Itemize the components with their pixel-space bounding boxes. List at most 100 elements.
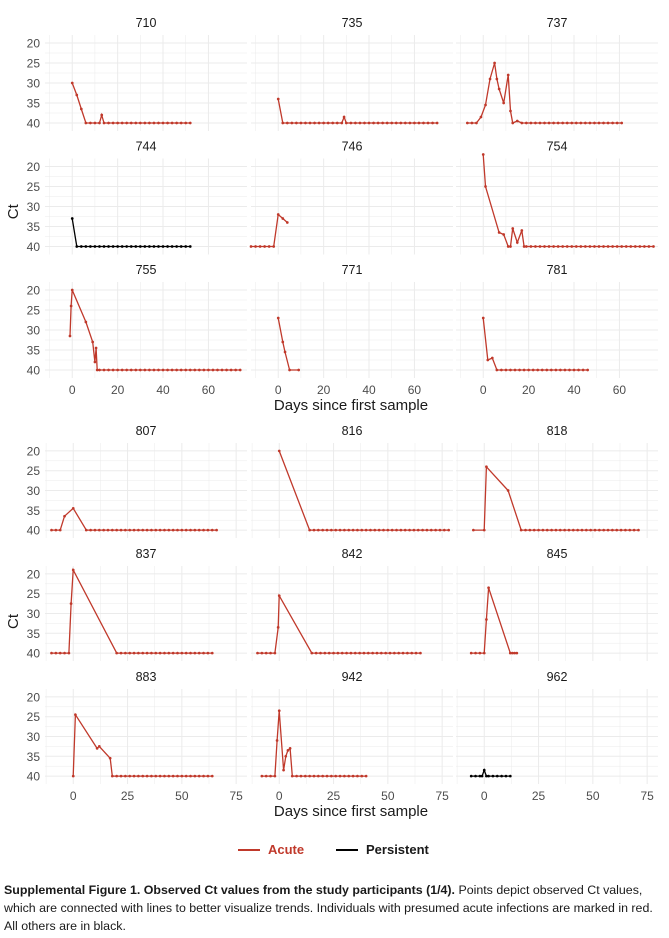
data-point: [75, 93, 79, 97]
data-point: [119, 528, 123, 532]
panel-title-816: 816: [342, 424, 363, 438]
data-point: [254, 245, 257, 248]
data-point: [522, 245, 526, 248]
data-point: [620, 245, 624, 248]
data-point: [167, 528, 171, 532]
data-point: [308, 528, 311, 532]
data-point: [574, 121, 578, 125]
data-point: [652, 245, 655, 248]
data-point: [502, 101, 506, 105]
data-point: [584, 528, 588, 532]
data-point: [561, 245, 565, 248]
data-point: [547, 121, 551, 125]
data-point: [394, 121, 398, 125]
panel-title-807: 807: [136, 424, 157, 438]
series-line-816: [278, 450, 449, 531]
data-point: [343, 528, 346, 532]
x-tick-label: 60: [613, 383, 627, 397]
data-point: [529, 245, 533, 248]
data-point: [143, 121, 147, 125]
data-point: [408, 121, 412, 125]
data-point: [336, 651, 340, 655]
y-tick-label: 30: [27, 607, 41, 621]
data-point: [238, 368, 242, 372]
data-point: [379, 651, 383, 655]
data-point: [206, 774, 210, 778]
data-point: [107, 245, 110, 248]
y-tick-label: 35: [27, 220, 41, 234]
data-point: [188, 368, 192, 372]
data-point: [171, 774, 175, 778]
x-tick-label: 0: [481, 789, 488, 803]
y-axis-title: Ct: [5, 203, 22, 219]
data-point: [69, 304, 73, 308]
data-point: [325, 528, 329, 532]
data-point: [141, 651, 145, 655]
data-point: [447, 528, 451, 532]
data-point: [163, 651, 166, 655]
data-point: [70, 288, 74, 292]
x-tick-label: 75: [435, 789, 449, 803]
data-point: [179, 368, 183, 372]
data-point: [115, 651, 119, 655]
data-point: [647, 245, 651, 248]
data-point: [513, 368, 517, 372]
data-point: [120, 121, 124, 125]
data-point: [120, 368, 124, 372]
data-point: [538, 121, 542, 125]
data-point: [527, 368, 530, 372]
data-point: [481, 153, 485, 156]
data-point: [180, 651, 184, 655]
data-point: [520, 121, 524, 125]
data-point: [509, 245, 512, 248]
data-point: [98, 121, 101, 125]
data-point: [508, 651, 512, 655]
data-point: [522, 368, 526, 372]
data-point: [491, 774, 495, 778]
data-point: [79, 245, 83, 248]
data-point: [598, 528, 601, 532]
series-line-807: [51, 507, 217, 531]
figure-caption: Supplemental Figure 1. Observed Ct value…: [4, 881, 666, 935]
panel-942: 942: [251, 670, 453, 784]
data-point: [426, 121, 430, 125]
data-point: [485, 465, 488, 469]
data-point: [154, 774, 158, 778]
data-point: [484, 185, 487, 188]
y-tick-label: 40: [27, 524, 41, 538]
legend: Acute Persistent: [0, 842, 669, 864]
data-point: [520, 229, 524, 232]
x-tick-label: 20: [317, 383, 331, 397]
series-line-755: [69, 289, 241, 371]
data-point: [549, 368, 553, 372]
y-tick-label: 20: [27, 160, 41, 174]
series-line-710: [71, 82, 191, 124]
panel-title-781: 781: [547, 263, 568, 277]
panel-title-735: 735: [342, 16, 363, 30]
data-point: [414, 651, 418, 655]
data-point: [260, 774, 264, 778]
data-point: [97, 745, 101, 748]
data-point: [554, 528, 558, 532]
y-tick-label: 40: [27, 364, 41, 378]
data-point: [375, 651, 379, 655]
data-point: [611, 528, 614, 532]
data-point: [611, 121, 614, 125]
data-point: [481, 316, 485, 320]
data-point: [469, 774, 473, 778]
data-point: [624, 528, 627, 532]
data-point: [108, 756, 112, 760]
data-point: [431, 121, 434, 125]
data-point: [163, 774, 166, 778]
data-point: [345, 651, 348, 655]
data-point: [558, 528, 562, 532]
data-point: [269, 774, 272, 778]
data-point: [615, 121, 619, 125]
data-point: [54, 651, 58, 655]
data-point: [421, 528, 424, 532]
data-point: [559, 368, 562, 372]
data-point: [215, 528, 218, 532]
data-point: [84, 121, 88, 125]
data-point: [75, 245, 79, 248]
data-point: [50, 651, 53, 655]
